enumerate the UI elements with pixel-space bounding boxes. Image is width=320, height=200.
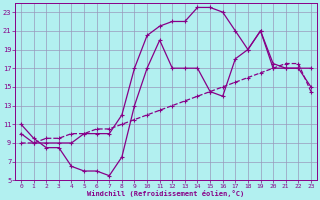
- X-axis label: Windchill (Refroidissement éolien,°C): Windchill (Refroidissement éolien,°C): [87, 190, 244, 197]
